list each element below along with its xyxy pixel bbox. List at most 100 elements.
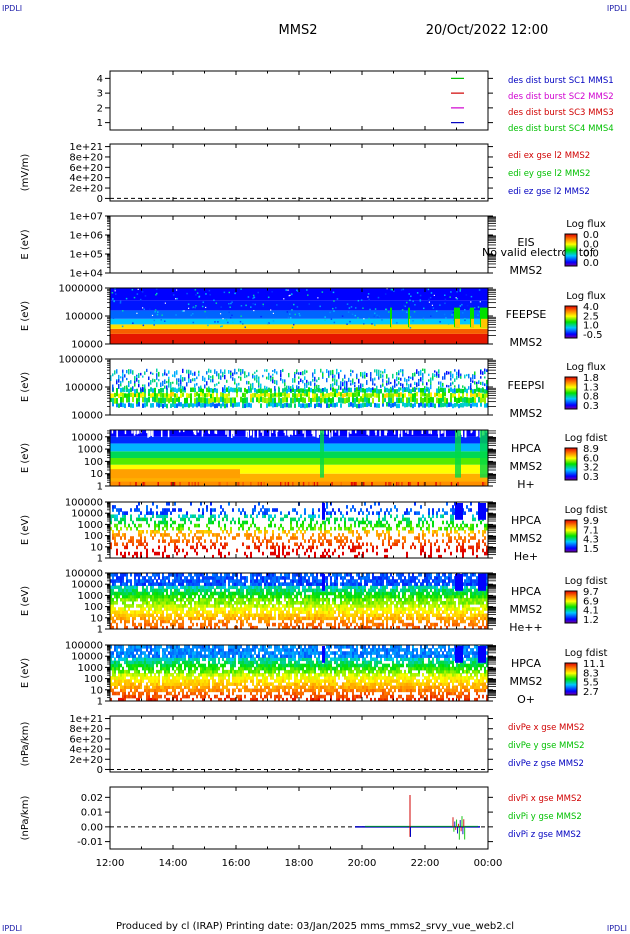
spectrogram-p5	[110, 430, 488, 486]
y-tick-label: 2e+20	[69, 755, 103, 766]
colorbar-label: 3.2	[583, 463, 599, 474]
y-tick-label: 1e+05	[69, 250, 103, 261]
colorbar-label: 5.5	[583, 678, 599, 689]
y-tick-label: 1000000	[58, 284, 103, 295]
panel-p4: 10000 100000 1000000 E (eV) FEEPSI MMS2 Log fl…	[20, 355, 606, 422]
side-label: HPCA	[511, 514, 542, 527]
y-tick-label: 100	[84, 602, 103, 613]
x-tick-label: 22:00	[411, 858, 440, 869]
y-tick-label: 100000	[65, 383, 103, 394]
colorbar-label: 2.7	[583, 687, 599, 698]
x-tick-label: 18:00	[285, 858, 314, 869]
colorbar-label: 7.1	[583, 525, 599, 536]
spectrogram-p8	[110, 645, 488, 701]
colorbar-label: 0.0	[583, 230, 599, 241]
panel-frame	[109, 786, 489, 850]
colorbar-title: Log fdist	[565, 576, 608, 587]
y-tick-label: 1	[97, 625, 103, 636]
y-tick-label: 4	[97, 74, 103, 85]
side-label: MMS2	[510, 532, 543, 545]
colorbar-label: 2.5	[583, 311, 599, 322]
side-label: FEEPSI	[507, 379, 544, 392]
side-label: He+	[514, 550, 538, 563]
colorbar	[564, 519, 578, 553]
colorbar-label: 9.7	[583, 587, 599, 598]
colorbar-label: 0.3	[583, 401, 599, 412]
x-tick-label: 14:00	[159, 858, 188, 869]
colorbar-label: 6.0	[583, 453, 599, 464]
y-tick-label: 8e+20	[69, 152, 103, 163]
colorbar-label: 8.9	[583, 444, 599, 455]
corner-label-top-right: IPDLI	[607, 4, 627, 13]
side-label: O+	[517, 693, 535, 706]
colorbar-label: 4.1	[583, 606, 599, 617]
y-tick-label: 0.01	[81, 808, 103, 819]
colorbar-label: 1.0	[583, 321, 599, 332]
y-tick-label: 0.02	[81, 793, 103, 804]
x-tick-label: 20:00	[348, 858, 377, 869]
x-tick-label: 16:00	[222, 858, 251, 869]
colorbar-title: Log fdist	[565, 648, 608, 659]
side-label: HPCA	[511, 442, 542, 455]
y-tick-label: 100000	[65, 641, 103, 652]
panel-p0: 1 2 3 4 des dist burst SC1 MMS1 des dist burs…	[97, 70, 614, 134]
colorbar-label: 9.9	[583, 516, 599, 527]
y-tick-label: 1e+07	[69, 212, 103, 223]
colorbar-label: -0.5	[583, 330, 603, 341]
y-tick-label: 1e+06	[69, 231, 103, 242]
y-tick-label: 1000	[78, 445, 103, 456]
side-label: EIS	[517, 236, 534, 249]
panel-frame	[109, 215, 489, 274]
y-tick-label: 1000000	[58, 355, 103, 366]
date-title: 20/Oct/2022 12:00	[426, 23, 548, 38]
legend-entry: des dist burst SC4 MMS4	[508, 124, 614, 134]
colorbar	[564, 590, 578, 624]
overlay-note: No valid electron tof	[482, 246, 595, 259]
y-tick-label: 0	[97, 194, 103, 205]
y-tick-label: -0.01	[77, 837, 103, 848]
y-tick-label: 1	[97, 118, 103, 129]
side-label: MMS2	[510, 675, 543, 688]
colorbar	[564, 305, 578, 339]
y-tick-label: 1000	[78, 520, 103, 531]
side-label: MMS2	[510, 460, 543, 473]
legend-entry: des dist burst SC1 MMS1	[508, 76, 614, 86]
legend-entry: divPe x gse MMS2	[508, 723, 585, 733]
y-tick-label: 10000	[71, 652, 103, 663]
y-tick-label: 10	[90, 469, 103, 480]
legend-entry: edi ez gse l2 MMS2	[508, 187, 590, 197]
colorbar	[564, 376, 578, 410]
y-tick-label: 10000	[71, 340, 103, 351]
corner-label-bottom-right: IPDLI	[607, 924, 627, 933]
y-tick-label: 1000	[78, 591, 103, 602]
y-tick-label: 2e+20	[69, 184, 103, 195]
panel-p3: 10000 100000 1000000 E (eV) FEEPSE MMS2 Log fl…	[20, 284, 606, 351]
colorbar-title: Log flux	[566, 219, 606, 230]
panel-frame	[109, 715, 489, 773]
y-tick-label: 1e+21	[69, 142, 103, 153]
x-tick-label: 00:00	[474, 858, 503, 869]
legend-entry: edi ey gse l2 MMS2	[508, 169, 590, 179]
colorbar-label: 6.9	[583, 596, 599, 607]
footer-text: Produced by cl (IRAP) Printing date: 03/…	[116, 921, 514, 932]
y-tick-label: 1	[97, 482, 103, 493]
y-axis-label: E (eV)	[20, 301, 31, 331]
y-tick-label: 6e+20	[69, 163, 103, 174]
colorbar	[564, 447, 578, 481]
time-axis: 12:00 14:00 16:00 18:00 20:00 22:00 00:00	[96, 858, 503, 869]
panels: 1 2 3 4 des dist burst SC1 MMS1 des dist burs…	[20, 70, 614, 850]
y-axis-label: (nPa/km)	[20, 796, 31, 841]
colorbar-label: 0.0	[583, 258, 599, 269]
panel-p2: 1e+04 1e+05 1e+06 1e+07 E (eV) EIS MMS2 No vali…	[20, 212, 606, 280]
y-tick-label: 100000	[65, 498, 103, 509]
colorbar-label: 4.3	[583, 535, 599, 546]
legend-entry: divPi z gse MMS2	[508, 830, 581, 840]
side-label: HPCA	[511, 657, 542, 670]
legend-entry: des dist burst SC3 MMS3	[508, 108, 614, 118]
side-label: H+	[517, 478, 535, 491]
